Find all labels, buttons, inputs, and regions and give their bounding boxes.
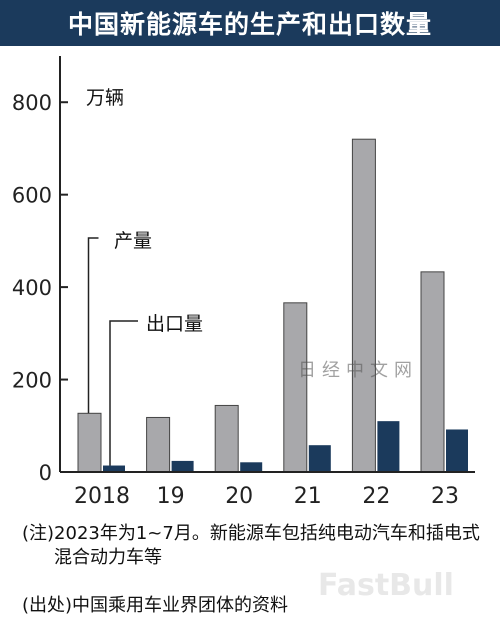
- x-tick-label: 19: [157, 484, 185, 509]
- x-tick-label: 23: [431, 484, 459, 509]
- y-tick-label: 600: [12, 184, 52, 208]
- x-axis: 2018 19 20 21 22 23: [60, 471, 475, 509]
- watermark-nikkei: 日经中文网: [298, 360, 418, 381]
- bar-production: [214, 404, 239, 473]
- legend-leader-production: [87, 237, 99, 414]
- source-text: 中国乘用车业界团体的资料: [72, 595, 289, 616]
- x-tick-label: 20: [225, 484, 253, 509]
- x-tick-label: 22: [362, 484, 390, 509]
- legend-leader-export: [109, 320, 138, 466]
- chart-title: 中国新能源车的生产和出口数量: [0, 0, 500, 46]
- y-tick-label: 200: [12, 369, 52, 393]
- x-tick-label: 2018: [74, 484, 130, 509]
- bar-export: [103, 465, 125, 472]
- bar-export: [171, 460, 194, 472]
- bar-export: [446, 429, 468, 472]
- y-tick-label: 0: [39, 461, 52, 485]
- bar-production: [146, 416, 171, 473]
- bar-production: [420, 271, 445, 473]
- bar-export: [240, 462, 263, 472]
- watermark-fastbull: FastBull: [318, 568, 454, 603]
- source-tag: (出处): [22, 595, 73, 616]
- bar-production: [77, 412, 102, 473]
- bar-production: [283, 302, 308, 473]
- x-tick-label: 21: [294, 484, 322, 509]
- y-tick-label: 800: [12, 91, 52, 115]
- footnote-tag: (注): [22, 523, 55, 544]
- source-note: (出处) 中国乘用车业界团体的资料: [22, 594, 492, 618]
- footnote-text: 2023年为1~7月。新能源车包括纯电动汽车和插电式混合动力车等: [54, 523, 480, 568]
- bars: [77, 138, 468, 473]
- legend-label-export: 出口量: [146, 313, 203, 335]
- bar-export: [308, 445, 331, 472]
- bar-production: [351, 138, 376, 473]
- bar-export: [377, 421, 400, 472]
- y-axis: 0 200 400 600 800: [12, 56, 68, 485]
- y-tick-label: 400: [12, 276, 52, 300]
- legend-label-production: 产量: [114, 230, 152, 252]
- footnote: (注) 2023年为1~7月。新能源车包括纯电动汽车和插电式混合动力车等: [22, 522, 492, 570]
- unit-label: 万辆: [86, 87, 124, 109]
